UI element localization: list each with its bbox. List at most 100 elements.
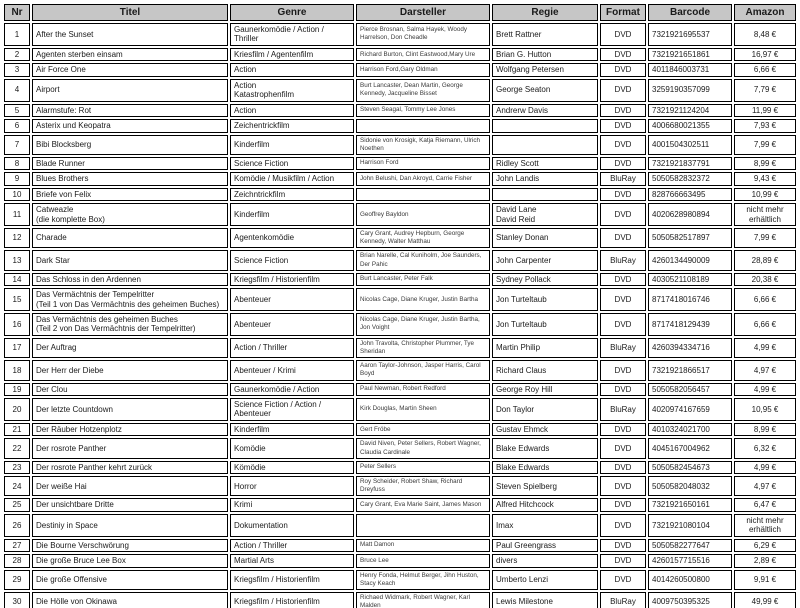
cell-genre: Action / Thriller (230, 538, 354, 553)
cell-titel: Der unsichtbare Dritte (32, 498, 228, 512)
table-row: 15 Das Vermächtnis der Tempelritter (Tei… (4, 288, 796, 312)
cell-amazon: 7,99 € (734, 228, 796, 249)
cell-regie: Jon Turteltaub (492, 313, 598, 336)
cell-titel: Das Vermächtnis der Tempelritter (Teil 1… (32, 288, 228, 312)
cell-format: BluRay (600, 398, 646, 421)
cell-barcode: 5050582832372 (648, 172, 732, 186)
cell-titel: Destiniy in Space (32, 513, 228, 537)
table-row: 28 Die große Bruce Lee Box Martial Arts … (4, 554, 796, 568)
cell-darsteller: Cary Grant, Audrey Hepburn, George Kenne… (356, 228, 490, 249)
cell-darsteller: Burt Lancaster, Dean Martin, George Kenn… (356, 78, 490, 102)
cell-genre: Kinderfilm (230, 203, 354, 227)
cell-genre: Krimi (230, 498, 354, 512)
cell-titel: Asterix und Keopatra (32, 119, 228, 133)
cell-amazon: 4,97 € (734, 476, 796, 497)
cell-format: DVD (600, 513, 646, 537)
cell-titel: Airport (32, 78, 228, 102)
cell-titel: Bibi Blocksberg (32, 134, 228, 155)
cell-titel: Die große Offensive (32, 569, 228, 590)
cell-amazon: 6,47 € (734, 498, 796, 512)
cell-amazon: 7,93 € (734, 119, 796, 133)
column-header-barcode: Barcode (648, 4, 732, 21)
cell-darsteller: Pierce Brosnan, Salma Hayek, Woody Harre… (356, 23, 490, 46)
cell-darsteller: Sidonie von Krosigk, Katja Riemann, Ulri… (356, 134, 490, 155)
cell-regie: Imax (492, 513, 598, 537)
cell-barcode: 3259190357099 (648, 78, 732, 102)
cell-genre: Komödie (230, 438, 354, 459)
cell-nr: 5 (4, 103, 30, 118)
table-row: 27 Die Bourne Verschwörung Action / Thri… (4, 538, 796, 553)
table-row: 17 Der Auftrag Action / Thriller John Tr… (4, 337, 796, 359)
cell-regie (492, 134, 598, 155)
cell-amazon: 20,38 € (734, 272, 796, 287)
cell-barcode: 7321921837791 (648, 156, 732, 171)
table-row: 3 Air Force One Action Harrison Ford,Gar… (4, 63, 796, 77)
cell-barcode: 7321921695537 (648, 23, 732, 46)
cell-darsteller: Nicolas Cage, Diane Kruger, Justin Barth… (356, 313, 490, 336)
cell-titel: Die Hölle von Okinawa (32, 592, 228, 608)
cell-darsteller: Peter Sellers (356, 460, 490, 475)
cell-genre: Science Fiction (230, 250, 354, 271)
cell-genre: Action Katastrophenfilm (230, 78, 354, 102)
cell-regie: Brian G. Hutton (492, 47, 598, 62)
cell-titel: Der Auftrag (32, 337, 228, 359)
cell-titel: Blues Brothers (32, 172, 228, 186)
table-row: 23 Der rosrote Panther kehrt zurück Kömö… (4, 460, 796, 475)
cell-barcode: 4011846003731 (648, 63, 732, 77)
table-row: 25 Der unsichtbare Dritte Krimi Cary Gra… (4, 498, 796, 512)
cell-regie: Martin Philip (492, 337, 598, 359)
cell-titel: Briefe von Felix (32, 187, 228, 202)
table-row: 16 Das Vermächtnis des geheimen Buches (… (4, 313, 796, 336)
cell-nr: 15 (4, 288, 30, 312)
cell-format: DVD (600, 156, 646, 171)
cell-darsteller: Roy Scheider, Robert Shaw, Richard Dreyf… (356, 476, 490, 497)
cell-nr: 4 (4, 78, 30, 102)
cell-regie: Wolfgang Petersen (492, 63, 598, 77)
cell-titel: Charade (32, 228, 228, 249)
column-header-amazon: Amazon (734, 4, 796, 21)
cell-barcode: 7321921650161 (648, 498, 732, 512)
cell-amazon: 8,48 € (734, 23, 796, 46)
cell-regie: Paul Greengrass (492, 538, 598, 553)
cell-barcode: 7321921866517 (648, 360, 732, 381)
cell-barcode: 828766663495 (648, 187, 732, 202)
cell-regie: Alfred Hitchcock (492, 498, 598, 512)
cell-barcode: 4045167004962 (648, 438, 732, 459)
cell-format: DVD (600, 382, 646, 397)
cell-nr: 30 (4, 592, 30, 608)
cell-genre: Science Fiction (230, 156, 354, 171)
cell-nr: 12 (4, 228, 30, 249)
cell-amazon: 28,89 € (734, 250, 796, 271)
cell-format: BluRay (600, 250, 646, 271)
cell-barcode: 8717418016746 (648, 288, 732, 312)
cell-nr: 19 (4, 382, 30, 397)
cell-nr: 24 (4, 476, 30, 497)
cell-titel: Der Herr der Diebe (32, 360, 228, 381)
cell-regie: Jon Turteltaub (492, 288, 598, 312)
cell-darsteller (356, 187, 490, 202)
cell-regie: Steven Spielberg (492, 476, 598, 497)
cell-nr: 2 (4, 47, 30, 62)
cell-darsteller: Harrison Ford,Gary Oldman (356, 63, 490, 77)
cell-darsteller: Henry Fonda, Helmut Berger, Jihn Huston,… (356, 569, 490, 590)
cell-genre: Kriesfilm / Agentenfilm (230, 47, 354, 62)
cell-format: DVD (600, 476, 646, 497)
cell-format: DVD (600, 422, 646, 437)
cell-genre: Abenteuer / Krimi (230, 360, 354, 381)
cell-darsteller: Cary Grant, Eva Marie Saint, James Mason (356, 498, 490, 512)
cell-regie: Stanley Donan (492, 228, 598, 249)
cell-format: DVD (600, 187, 646, 202)
cell-nr: 11 (4, 203, 30, 227)
table-row: 19 Der Clou Gaunerkomödie / Action Paul … (4, 382, 796, 397)
cell-amazon: 9,91 € (734, 569, 796, 590)
cell-regie: George Seaton (492, 78, 598, 102)
table-row: 30 Die Hölle von Okinawa Kriegsfilm / Hi… (4, 592, 796, 608)
cell-format: BluRay (600, 172, 646, 186)
cell-nr: 28 (4, 554, 30, 568)
cell-darsteller: Matt Damon (356, 538, 490, 553)
cell-darsteller: Kirk Douglas, Martin Sheen (356, 398, 490, 421)
cell-darsteller: Bruce Lee (356, 554, 490, 568)
cell-genre: Zeichntrickfilm (230, 187, 354, 202)
cell-regie: Andrerw Davis (492, 103, 598, 118)
cell-regie: Brett Rattner (492, 23, 598, 46)
